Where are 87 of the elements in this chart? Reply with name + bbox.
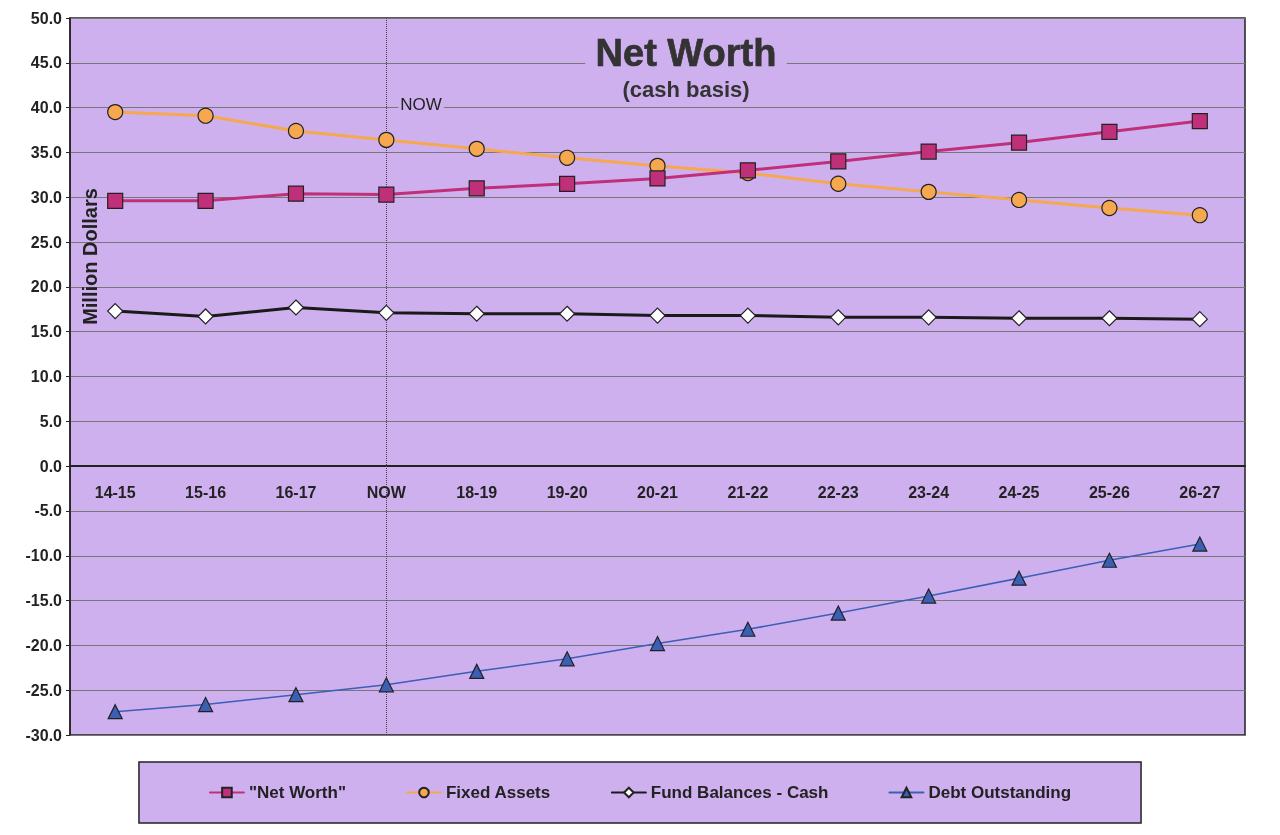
point [649, 635, 666, 652]
y-tick-label: 5.0 [39, 412, 63, 430]
point [469, 663, 485, 679]
x-tick-label: 22-23 [817, 483, 859, 501]
x-tick-label: 20-21 [637, 483, 679, 501]
point [468, 305, 485, 322]
x-tick-label: 16-17 [275, 483, 317, 501]
point [197, 192, 214, 209]
chart-title: Net Worth [595, 32, 777, 74]
point [830, 309, 847, 326]
point [378, 186, 395, 203]
point [1101, 310, 1118, 327]
point [830, 175, 847, 192]
point [378, 677, 394, 693]
point [1191, 207, 1208, 224]
text: (cash basis) [622, 77, 750, 103]
point [1191, 311, 1208, 328]
x-tick-label: 19-20 [546, 483, 588, 501]
point [1101, 552, 1118, 568]
y-tick-label: -30.0 [25, 726, 63, 744]
point [1101, 123, 1118, 140]
point [739, 307, 756, 324]
point [197, 107, 214, 124]
point [197, 308, 214, 325]
point [740, 621, 756, 637]
legend-label: Fixed Assets [445, 783, 551, 802]
y-tick-label: 20.0 [30, 278, 63, 296]
x-tick-label: 24-25 [998, 483, 1040, 501]
point [559, 175, 576, 192]
point [921, 588, 937, 604]
point [649, 170, 666, 187]
y-tick-label: -15.0 [25, 592, 63, 610]
y-tick-label: 10.0 [30, 368, 63, 385]
x-tick-label: 15-16 [185, 483, 227, 501]
point [1010, 191, 1028, 209]
point [468, 140, 485, 157]
point [288, 687, 304, 703]
point [1101, 199, 1118, 217]
y-axis-title: Million Dollars [79, 188, 101, 325]
point [559, 651, 575, 667]
point [1192, 536, 1208, 552]
y-tick-label: -10.0 [25, 547, 63, 565]
point [649, 307, 666, 324]
point [830, 605, 846, 621]
point [920, 143, 937, 160]
y-tick-label: -5.0 [34, 502, 63, 520]
point [287, 185, 305, 202]
y-tick-label: 25.0 [30, 233, 63, 251]
point [107, 704, 123, 720]
y-tick-label: 15.0 [30, 323, 63, 341]
y-tick-label: 35.0 [30, 143, 63, 161]
y-tick-label: 30.0 [30, 188, 63, 206]
x-tick-label: 14-15 [94, 483, 136, 501]
point [1010, 310, 1028, 327]
point [107, 104, 124, 121]
point [378, 131, 395, 148]
point [920, 309, 937, 326]
x-tick-label: 21-22 [727, 483, 769, 501]
point [830, 153, 847, 170]
y-tick-label: -20.0 [25, 636, 63, 654]
legend-label: "Net Worth" [248, 783, 346, 802]
x-tick-label: 23-24 [908, 483, 950, 501]
x-tick-label: 18-19 [456, 483, 498, 501]
point [468, 180, 485, 197]
point [287, 299, 305, 316]
x-tick-label: NOW [366, 483, 407, 501]
x-tick-label: 26-27 [1179, 483, 1221, 501]
y-tick-label: 45.0 [30, 54, 63, 72]
legend-label: Fund Balances - Cash [650, 783, 829, 802]
point [107, 302, 124, 320]
x-tick-label: 25-26 [1088, 483, 1130, 501]
point [559, 149, 576, 166]
point [197, 696, 214, 713]
point [1010, 134, 1028, 151]
y-tick-label: 50.0 [30, 9, 63, 27]
ref-line-label: NOW [400, 95, 442, 114]
point [107, 192, 124, 209]
point [559, 305, 576, 322]
point [378, 304, 395, 321]
point [1191, 112, 1208, 130]
point [1011, 570, 1027, 586]
point [920, 183, 937, 200]
point [287, 122, 305, 140]
y-tick-label: 40.0 [30, 99, 63, 117]
y-tick-label: 0.0 [39, 457, 63, 475]
legend-label: Debt Outstanding [928, 783, 1072, 802]
y-tick-label: -25.0 [25, 681, 63, 699]
